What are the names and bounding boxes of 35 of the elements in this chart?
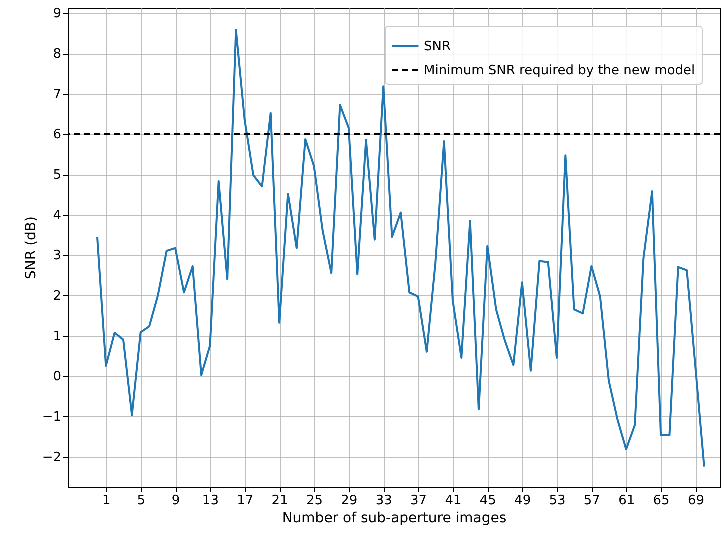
x-tick-label: 69 — [688, 494, 704, 508]
y-tick-label: 1 — [53, 329, 62, 344]
legend-label: SNR — [424, 40, 452, 54]
x-tick-label: 37 — [410, 494, 428, 508]
x-tick-label: 57 — [584, 494, 600, 508]
y-tick-label: 2 — [53, 288, 62, 304]
x-tick-label: 49 — [514, 494, 532, 508]
x-tick-label: 17 — [237, 494, 254, 508]
x-tick-label: 25 — [306, 494, 324, 508]
y-tick-label: −1 — [42, 410, 62, 425]
x-tick-label: 33 — [376, 494, 392, 508]
x-tick-label: 45 — [480, 494, 496, 508]
x-tick-label: 41 — [445, 494, 462, 508]
y-tick-label: −2 — [42, 450, 62, 466]
y-tick-label: 7 — [53, 87, 62, 102]
x-tick-label: 5 — [137, 494, 146, 508]
x-tick-label: 29 — [341, 494, 358, 508]
line-series — [96, 29, 706, 468]
x-tick-label: 65 — [653, 494, 670, 508]
y-tick-label: 0 — [53, 370, 62, 385]
y-tick-label: 5 — [53, 168, 62, 184]
x-axis-title: Number of sub-aperture images — [282, 510, 507, 526]
y-tick-label: 9 — [53, 6, 62, 22]
x-tick-label: 1 — [102, 494, 111, 508]
y-tick-label: 4 — [53, 208, 62, 224]
y-tick-label: 8 — [53, 47, 62, 62]
x-tick-label: 13 — [202, 494, 219, 508]
y-tick-label: 6 — [53, 128, 62, 143]
x-tick-label: 21 — [272, 494, 288, 508]
x-tick-label: 53 — [549, 494, 566, 508]
legend-label: Minimum SNR required by the new model — [424, 64, 696, 78]
y-axis-title: SNR (dB) — [23, 216, 40, 280]
y-tick-label: 3 — [53, 248, 62, 264]
x-tick-label: 9 — [172, 494, 180, 508]
x-tick-label: 61 — [618, 494, 636, 508]
